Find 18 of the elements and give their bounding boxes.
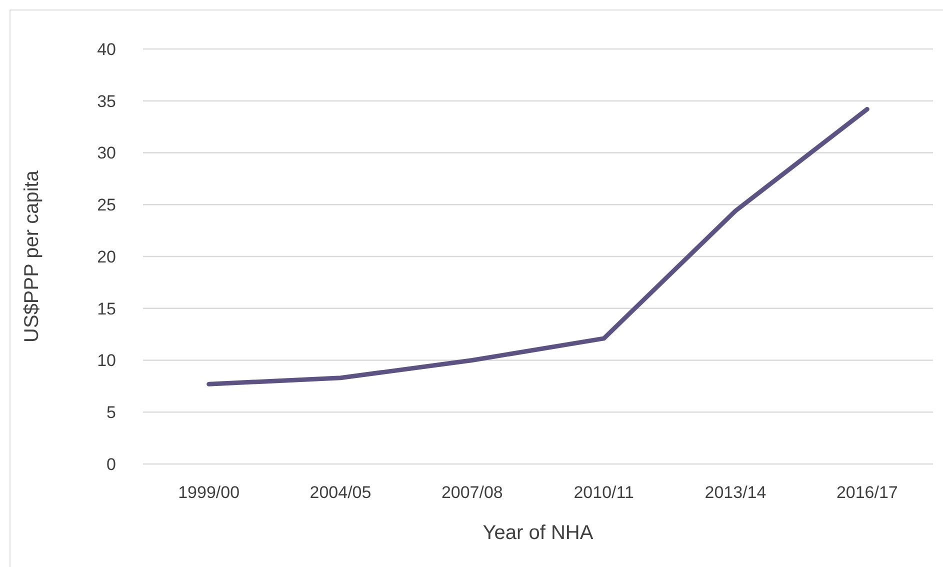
x-tick-label: 2013/14 [704,483,766,502]
y-tick-label: 15 [97,299,116,318]
y-tick-label: 40 [97,40,116,59]
x-tick-label: 2016/17 [836,483,898,502]
x-axis-title: Year of NHA [482,522,594,544]
y-tick-label: 30 [97,144,116,163]
y-axis-title: US$PPP per capita [21,170,43,342]
y-tick-label: 5 [106,403,116,422]
x-tick-label: 2004/05 [310,483,372,502]
y-tick-label: 20 [97,247,116,266]
y-tick-label: 35 [97,92,116,111]
x-tick-label: 1999/00 [178,483,240,502]
x-tick-label: 2010/11 [574,483,634,502]
line-series [206,106,870,386]
y-tick-label: 25 [97,196,116,215]
y-tick-label: 10 [97,351,116,370]
x-tick-label: 2007/08 [441,483,503,502]
y-tick-label: 0 [106,454,116,474]
